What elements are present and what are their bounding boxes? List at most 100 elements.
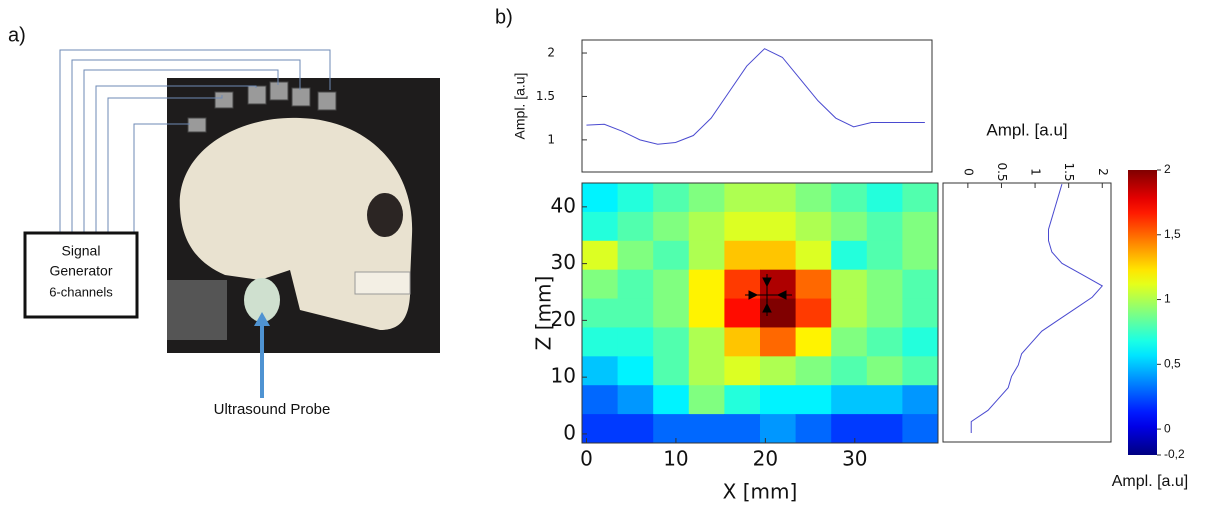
heatmap-frame [581, 182, 939, 444]
heat-cell [688, 356, 725, 386]
x-tick-label: 20 [753, 447, 778, 471]
heat-cell [724, 414, 761, 444]
heat-cell [582, 298, 619, 328]
heat-cell [582, 385, 619, 415]
cable [59, 49, 331, 232]
heat-cell [866, 298, 903, 328]
heat-cell [724, 298, 761, 328]
heat-cell [795, 240, 832, 271]
heat-cell [582, 211, 619, 242]
heat-cell [582, 356, 619, 386]
y-tick-label: 1 [547, 132, 555, 146]
colorbar-label: Ampl. [a.u] [1112, 473, 1188, 490]
heat-cell [902, 356, 939, 386]
heat-cell [617, 211, 654, 242]
x-tick-label: 0 [580, 447, 593, 471]
heat-cell [831, 356, 868, 386]
electrodes [187, 81, 337, 133]
heat-cell [688, 414, 725, 444]
heat-cell [866, 356, 903, 386]
x-tick-label: 0.5 [995, 162, 1009, 181]
heat-cell [653, 414, 690, 444]
heat-cell [795, 327, 832, 357]
x-tick-label: 1 [1029, 168, 1043, 176]
heat-cell [724, 327, 761, 357]
heat-cell [688, 240, 725, 271]
colorbar-tick-label: 0,5 [1164, 356, 1181, 370]
heat-cell [795, 269, 832, 300]
heat-cell [724, 385, 761, 415]
heat-cell [688, 385, 725, 415]
electrode [269, 81, 289, 101]
electrode [214, 91, 234, 109]
heat-cell [902, 327, 939, 357]
generator-text: Signal [62, 243, 101, 259]
heat-cell [760, 385, 797, 415]
x-axis-label: Ampl. [a.u] [986, 120, 1067, 139]
heat-cell [688, 211, 725, 242]
heat-cell [653, 211, 690, 242]
heat-cell [831, 327, 868, 357]
heat-cell [582, 183, 619, 213]
heat-cell [617, 240, 654, 271]
heat-cell [724, 211, 761, 242]
y-tick-label: 0 [563, 420, 576, 444]
heat-cell [831, 269, 868, 300]
electrode [291, 87, 311, 107]
colorbar-tick-label: 1 [1164, 292, 1171, 306]
marker-arrowhead [748, 290, 759, 300]
heat-cell [795, 298, 832, 328]
probe-arrowhead [254, 312, 270, 326]
generator-text: Generator [49, 263, 112, 279]
probe-label: Ultrasound Probe [214, 401, 331, 418]
cable [107, 95, 223, 232]
colorbar [1128, 170, 1157, 455]
marker-arrowhead [762, 277, 772, 288]
colorbar-tick-label: 2 [1164, 162, 1171, 176]
heat-cell [902, 240, 939, 271]
cable [71, 59, 301, 232]
heat-cell [760, 183, 797, 213]
heat-cell [760, 356, 797, 386]
heat-cell [795, 183, 832, 213]
profile-line [586, 48, 925, 145]
y-axis-label: Z [mm] [532, 276, 556, 351]
probe [244, 278, 280, 322]
x-tick-label: 0 [961, 168, 975, 176]
electrode [247, 85, 267, 105]
panel-label: a) [8, 24, 26, 46]
heat-cell [831, 385, 868, 415]
heat-cell [831, 183, 868, 213]
heat-cell [617, 269, 654, 300]
heat-cell [653, 240, 690, 271]
signal-generator [23, 231, 139, 319]
heat-cell [653, 269, 690, 300]
heat-cell [866, 183, 903, 213]
cable [95, 85, 257, 232]
heat-cell [831, 211, 868, 242]
heatmap [582, 183, 939, 444]
skull [179, 117, 413, 330]
y-tick-label: 40 [551, 193, 576, 217]
heat-cell [617, 298, 654, 328]
eye-socket [367, 193, 403, 237]
heat-cell [866, 327, 903, 357]
profile-line [970, 183, 1104, 433]
focus-marker [745, 274, 792, 316]
heat-cell [653, 356, 690, 386]
heat-cell [866, 240, 903, 271]
heat-cell [582, 240, 619, 271]
heat-cell [617, 327, 654, 357]
heat-cell [902, 298, 939, 328]
heat-cell [653, 183, 690, 213]
heat-cell [724, 240, 761, 271]
heat-cell [795, 414, 832, 444]
marker-arrowhead [776, 290, 787, 300]
cables [59, 49, 331, 232]
heat-cell [582, 414, 619, 444]
heat-cell [760, 298, 797, 328]
y-tick-label: 2 [547, 46, 555, 60]
heat-cell [795, 356, 832, 386]
y-axis-label: Ampl. [a.u] [512, 73, 528, 140]
